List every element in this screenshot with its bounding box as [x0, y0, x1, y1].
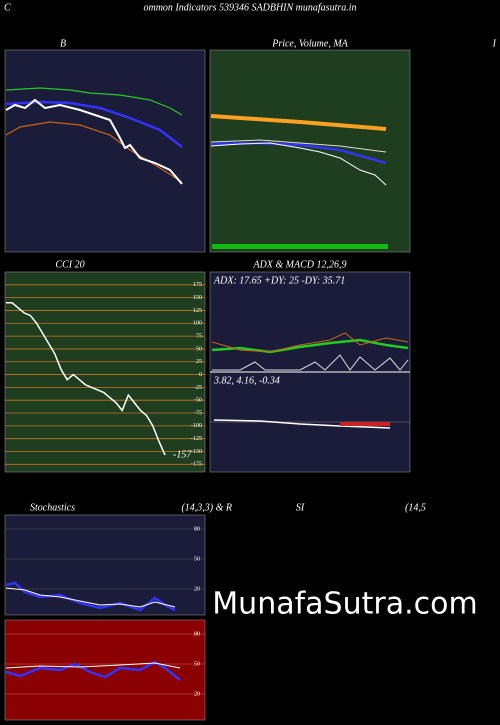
panel-title: (14,5	[405, 502, 426, 513]
y-tick-label: 50	[196, 346, 202, 352]
cci-line	[6, 302, 166, 456]
y-tick-label: 175	[193, 282, 202, 288]
dmi-line	[211, 332, 409, 353]
panel	[4, 514, 206, 616]
panel	[4, 271, 206, 473]
tick-label: 80	[194, 526, 200, 532]
y-tick-label: -50	[194, 398, 202, 404]
y-tick-label: 0	[199, 372, 202, 378]
panel-title: (14,3,3) & R	[181, 502, 232, 513]
y-tick-label: -125	[191, 436, 202, 442]
dmi-line	[212, 354, 409, 371]
header-left: C	[4, 2, 11, 13]
adx-line	[211, 338, 409, 354]
y-tick-label: 125	[193, 308, 202, 314]
y-tick-label: -75	[194, 410, 202, 416]
y-tick-label: -25	[194, 385, 202, 391]
y-tick-label: 75	[196, 333, 202, 339]
band-middle	[5, 100, 183, 148]
macd-line	[213, 419, 391, 429]
panel-title: CCI 20	[55, 259, 84, 270]
y-tick-label: 100	[193, 321, 202, 327]
price-line	[5, 98, 183, 185]
panel	[4, 619, 206, 721]
panel-title: Price, Volume, MA	[271, 38, 348, 49]
panel-title: B	[60, 38, 66, 49]
macd-text: 3.82, 4.16, -0.34	[213, 375, 280, 386]
tick-label: 50	[194, 661, 200, 667]
ma-line	[210, 139, 387, 153]
y-tick-label: 25	[196, 359, 202, 365]
volume	[212, 244, 388, 249]
y-tick-label: -150	[191, 449, 202, 455]
header-right: I	[492, 38, 497, 49]
tick-label: 20	[194, 691, 200, 697]
band-lower	[5, 121, 183, 183]
tick-label: 80	[194, 631, 200, 637]
panel	[4, 49, 206, 253]
adx-text: ADX: 17.65 +DY: 25 -DY: 35.71	[213, 275, 345, 286]
price-line	[210, 142, 387, 186]
watermark: MunafaSutra.com	[212, 587, 477, 622]
y-tick-label: -100	[191, 423, 202, 429]
panel-title: ADX & MACD 12,26,9	[252, 259, 346, 270]
macd-hist	[340, 422, 390, 426]
ma-line	[210, 141, 387, 165]
tick-label: 50	[194, 556, 200, 562]
header-title: ommon Indicators 539346 SADBHIN munafasu…	[143, 2, 356, 13]
ma-line	[210, 114, 387, 131]
rsi-avg	[5, 662, 181, 669]
stoch-k	[5, 581, 176, 612]
panel-title: SI	[296, 502, 305, 513]
stoch-d	[5, 587, 176, 608]
y-tick-label: 150	[193, 295, 202, 301]
tick-label: 20	[194, 586, 200, 592]
band-upper	[5, 87, 183, 116]
y-tick-label: -175	[191, 462, 202, 468]
value-label: -157	[173, 449, 192, 460]
panel-title: Stochastics	[30, 502, 75, 513]
